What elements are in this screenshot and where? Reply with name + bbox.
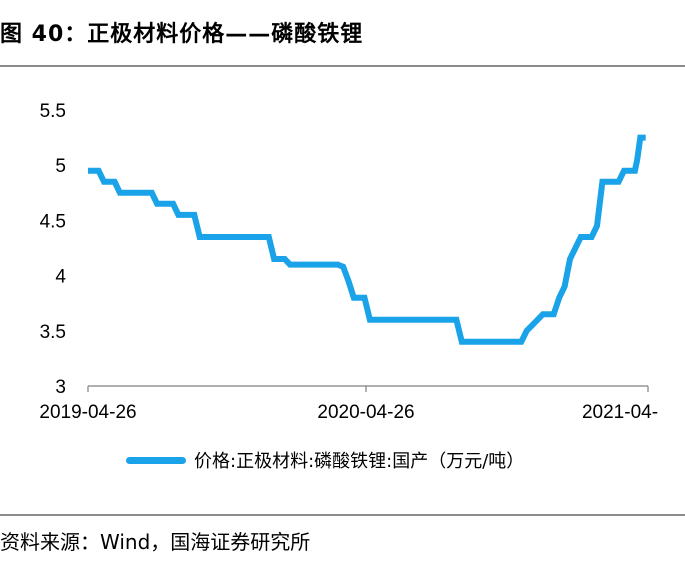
line-chart: 5.5 5 4.5 4 3.5 3 2019-04-26 2020-04-26 2021-04… xyxy=(39,101,658,423)
series-line-lfp-price xyxy=(88,134,646,345)
source-note: 资料来源：Wind，国海证券研究所 xyxy=(0,530,311,554)
x-axis-ticks: 2019-04-26 2020-04-26 2021-04- xyxy=(39,386,658,423)
x-tick-label: 2021-04- xyxy=(582,402,658,423)
y-tick-label: 5.5 xyxy=(40,101,66,122)
x-tick-label: 2019-04-26 xyxy=(39,402,136,423)
top-rule xyxy=(0,65,685,67)
bottom-rule xyxy=(0,514,685,516)
x-tick-label: 2020-04-26 xyxy=(317,402,414,423)
figure-title: 图 40：正极材料价格——磷酸铁锂 xyxy=(0,22,364,47)
legend: 价格:正极材料:磷酸铁锂:国产（万元/吨） xyxy=(126,447,524,473)
y-tick-label: 5 xyxy=(55,156,66,177)
y-tick-label: 4.5 xyxy=(40,211,66,232)
legend-label: 价格:正极材料:磷酸铁锂:国产（万元/吨） xyxy=(194,451,525,472)
legend-swatch xyxy=(126,456,186,464)
y-tick-label: 3 xyxy=(55,377,66,398)
y-axis-labels: 5.5 5 4.5 4 3.5 3 xyxy=(40,101,67,398)
y-tick-label: 4 xyxy=(55,267,66,288)
y-tick-label: 3.5 xyxy=(40,322,66,343)
